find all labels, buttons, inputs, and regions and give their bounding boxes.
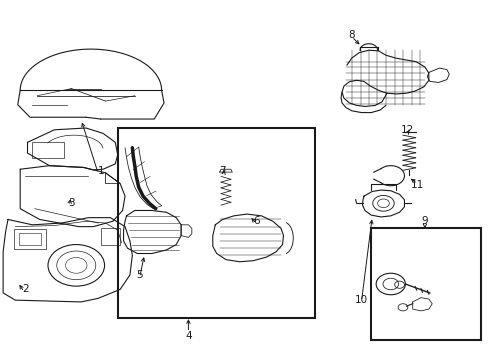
- Bar: [32, 142, 64, 158]
- Bar: [118, 128, 315, 318]
- Text: 5: 5: [136, 270, 142, 280]
- Text: 3: 3: [68, 198, 75, 208]
- Text: 2: 2: [22, 284, 29, 294]
- Text: 10: 10: [354, 295, 367, 305]
- Text: 11: 11: [410, 180, 424, 190]
- Text: 1: 1: [97, 166, 104, 176]
- Text: 6: 6: [253, 216, 260, 226]
- Text: 9: 9: [421, 216, 427, 226]
- Text: 8: 8: [348, 30, 354, 40]
- Bar: [19, 233, 41, 245]
- Bar: [101, 228, 120, 244]
- Bar: [370, 228, 480, 339]
- Text: 12: 12: [401, 125, 414, 135]
- Text: 7: 7: [219, 166, 225, 176]
- Text: 4: 4: [185, 331, 191, 341]
- Bar: [14, 229, 46, 249]
